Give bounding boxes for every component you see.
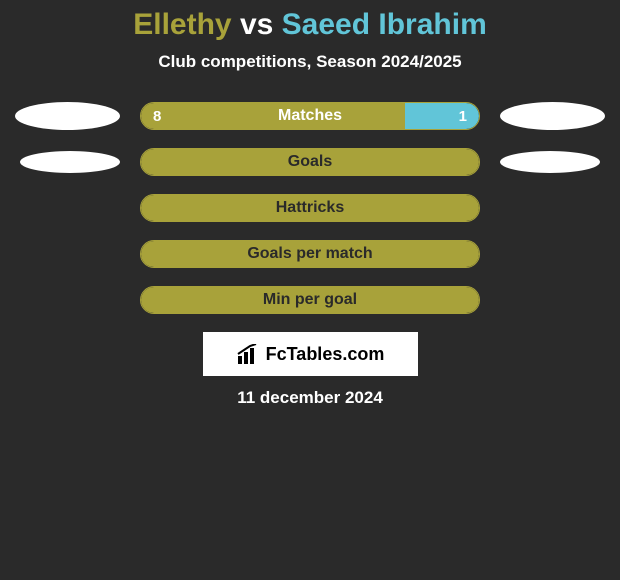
stat-bar: 81Matches [140, 102, 480, 130]
right-ellipse [500, 197, 600, 219]
stat-bar: Min per goal [140, 286, 480, 314]
stat-row: Hattricks [0, 194, 620, 222]
stat-rows: 81Matches Goals Hattricks Goals per match Mi… [0, 102, 620, 314]
left-ellipse [20, 151, 120, 173]
vs-text: vs [240, 8, 273, 41]
stat-label: Hattricks [141, 195, 479, 221]
page-title: Ellethy vs Saeed Ibrahim [0, 8, 620, 42]
left-ellipse [20, 289, 120, 311]
stat-label: Goals per match [141, 241, 479, 267]
logo-box: FcTables.com [203, 332, 418, 376]
stat-bar: Goals per match [140, 240, 480, 268]
left-ellipse [15, 102, 120, 130]
right-ellipse [500, 243, 600, 265]
date-text: 11 december 2024 [0, 388, 620, 408]
left-ellipse [20, 197, 120, 219]
subtitle: Club competitions, Season 2024/2025 [0, 52, 620, 72]
player2-name: Saeed Ibrahim [282, 8, 487, 41]
player1-name: Ellethy [133, 8, 231, 41]
stat-row: Goals [0, 148, 620, 176]
stat-row: Min per goal [0, 286, 620, 314]
right-ellipse [500, 102, 605, 130]
stat-label: Min per goal [141, 287, 479, 313]
stat-label: Matches [141, 103, 479, 129]
left-ellipse [20, 243, 120, 265]
logo-text: FcTables.com [266, 344, 385, 365]
stat-bar: Hattricks [140, 194, 480, 222]
stat-row: Goals per match [0, 240, 620, 268]
stat-bar: Goals [140, 148, 480, 176]
chart-icon [236, 344, 260, 364]
comparison-container: Ellethy vs Saeed Ibrahim Club competitio… [0, 0, 620, 408]
right-ellipse [500, 289, 600, 311]
stat-row: 81Matches [0, 102, 620, 130]
stat-label: Goals [141, 149, 479, 175]
right-ellipse [500, 151, 600, 173]
